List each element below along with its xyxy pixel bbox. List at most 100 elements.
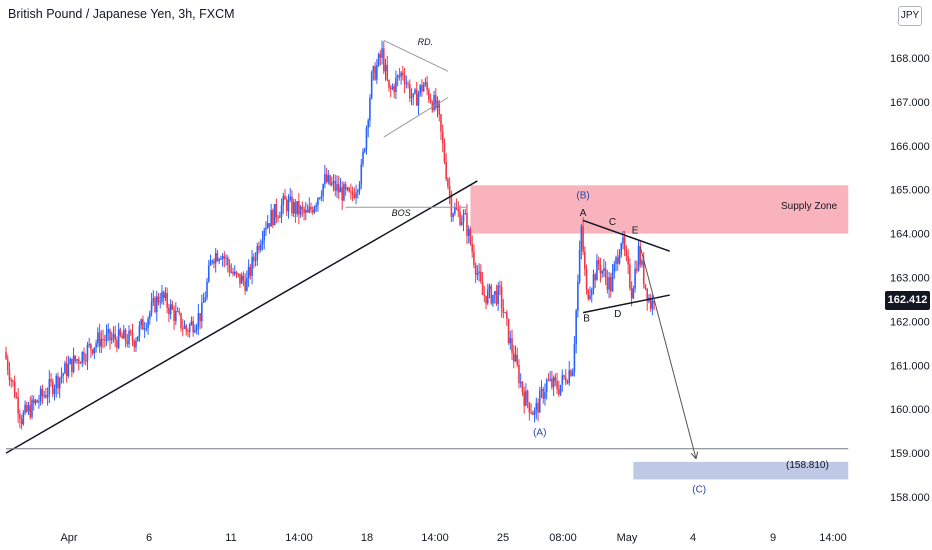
candle-body: [289, 196, 292, 200]
candle-body: [653, 300, 655, 304]
candle-body: [155, 296, 158, 313]
candle-body: [204, 297, 207, 302]
candle-body: [606, 277, 609, 290]
candle-body: [632, 288, 635, 299]
annotation-label: (A): [533, 428, 546, 439]
supply-zone-label: Supply Zone: [781, 201, 838, 212]
candle-body: [641, 260, 643, 265]
candle-body: [393, 86, 395, 92]
candle-body: [43, 395, 45, 397]
candle-body: [395, 78, 397, 92]
candle-body: [218, 259, 220, 262]
candle-body: [542, 389, 545, 399]
candle-body: [473, 251, 475, 265]
currency-badge[interactable]: JPY: [898, 6, 922, 26]
candle-body: [77, 359, 80, 363]
candle-body: [551, 378, 553, 388]
candle-body: [301, 206, 304, 209]
candle-body: [452, 213, 454, 217]
candle-body: [142, 319, 144, 330]
candle-body: [36, 400, 38, 403]
candle-body: [646, 288, 649, 302]
candle-body: [512, 352, 515, 362]
x-tick-label: 18: [361, 532, 373, 544]
supply-zone: [470, 185, 849, 234]
candle-body: [93, 347, 96, 354]
candle-body: [25, 404, 28, 412]
candle-body: [45, 395, 47, 398]
candle-body: [629, 264, 631, 289]
candle-body: [263, 229, 266, 241]
candle-body: [76, 359, 78, 361]
candle-body: [337, 184, 340, 193]
annotation-label: C: [609, 217, 616, 228]
candle-body: [65, 363, 68, 376]
candle-body: [318, 197, 321, 199]
candle-body: [145, 327, 148, 329]
candle-body: [228, 265, 231, 273]
candle-body: [547, 380, 550, 382]
candle-body: [476, 273, 479, 275]
candle-body: [150, 302, 153, 313]
candle-body: [356, 190, 359, 193]
candle-body: [121, 335, 123, 339]
candle-body: [72, 355, 75, 373]
candle-body: [315, 205, 318, 208]
candle-body: [615, 257, 617, 265]
candle-body: [131, 332, 134, 341]
current-price-tag: 162.412: [885, 291, 930, 310]
candle-body: [561, 375, 564, 385]
candle-body: [128, 330, 130, 345]
candle-body: [161, 291, 163, 302]
candle-body: [478, 271, 480, 274]
candle-body: [346, 187, 349, 190]
candle-body: [563, 375, 565, 378]
candle-body: [459, 211, 461, 225]
candle-body: [518, 364, 520, 384]
candle-body: [608, 277, 610, 290]
candle-body: [98, 332, 101, 347]
candle-body: [469, 228, 472, 244]
candle-body: [135, 340, 137, 348]
candle-body: [285, 199, 288, 212]
candle-body: [332, 181, 335, 183]
candle-body: [500, 286, 503, 309]
candle-body: [166, 292, 168, 308]
candle-body: [261, 240, 264, 245]
x-tick-label: May: [617, 532, 638, 544]
candle-body: [171, 304, 174, 310]
candle-body: [60, 375, 63, 378]
candle-body: [348, 187, 350, 192]
candle-body: [90, 343, 92, 350]
annotation-label: BOS: [392, 208, 411, 218]
candle-body: [525, 390, 527, 406]
candle-body: [507, 318, 510, 344]
candle-body: [634, 268, 636, 289]
candle-body: [91, 349, 94, 354]
candle-body: [381, 48, 383, 58]
candle-body: [433, 94, 435, 111]
candle-body: [379, 54, 382, 58]
candle-body: [320, 195, 323, 198]
candle-body: [464, 212, 467, 215]
annotation-label: (C): [692, 485, 706, 496]
candle-body: [190, 321, 193, 325]
candle-body: [336, 184, 338, 191]
candle-body: [254, 259, 257, 261]
candle-body: [388, 79, 390, 89]
annotation-label: (B): [576, 190, 589, 201]
x-tick-label: 25: [497, 532, 509, 544]
triangle-lower-line: [582, 294, 670, 314]
candle-body: [13, 381, 16, 397]
y-tick-label: 161.000: [890, 360, 930, 372]
candle-body: [31, 399, 33, 418]
candle-body: [74, 355, 77, 361]
candle-body: [303, 208, 305, 213]
candle-body: [441, 131, 444, 144]
candle-body: [265, 228, 267, 230]
candle-body: [313, 207, 316, 213]
candle-body: [294, 202, 297, 214]
candle-body: [199, 313, 201, 322]
projection-line: [639, 246, 695, 458]
candle-body: [175, 311, 177, 321]
